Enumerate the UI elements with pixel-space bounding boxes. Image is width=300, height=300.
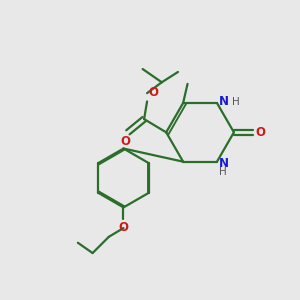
Text: O: O: [118, 221, 128, 234]
Text: O: O: [120, 135, 130, 148]
Text: O: O: [255, 126, 265, 139]
Text: H: H: [219, 167, 227, 177]
Text: O: O: [148, 86, 158, 99]
Text: N: N: [219, 95, 229, 108]
Text: H: H: [232, 97, 240, 106]
Text: N: N: [219, 157, 229, 169]
